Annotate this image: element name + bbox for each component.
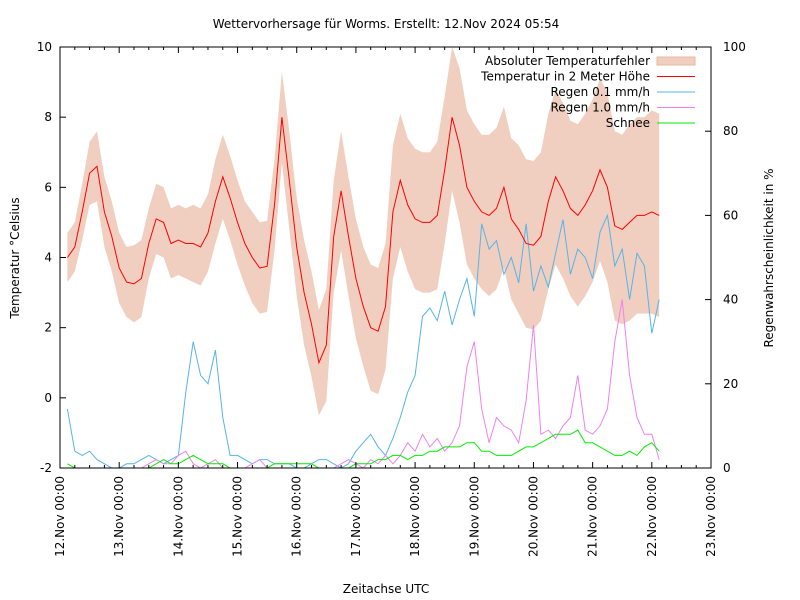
series-schnee xyxy=(67,429,660,469)
y-axis-right: 0 20 40 60 80 100 xyxy=(705,40,746,475)
x-tick-label: 19.Nov 00:00 xyxy=(467,476,481,557)
x-tick-label: 12.Nov 00:00 xyxy=(53,476,67,557)
y-tick-label: 0 xyxy=(44,391,52,405)
y-axis-left: -2 0 2 4 6 8 10 xyxy=(37,40,66,475)
y2-tick-label: 60 xyxy=(723,208,738,222)
x-tick-label: 14.Nov 00:00 xyxy=(171,476,185,557)
y-tick-label: 10 xyxy=(37,40,52,54)
x-tick-label: 13.Nov 00:00 xyxy=(112,476,126,557)
legend-item: Regen 1.0 mm/h xyxy=(550,101,695,115)
legend-label: Temperatur in 2 Meter Höhe xyxy=(480,70,650,84)
x-tick-label: 18.Nov 00:00 xyxy=(408,476,422,557)
y2-axis-label: Regenwahrscheinlichkeit in % xyxy=(762,168,776,347)
y-tick-label: 6 xyxy=(44,180,52,194)
temperature-error-band-layer xyxy=(67,47,660,416)
x-tick-label: 21.Nov 00:00 xyxy=(586,476,600,557)
series-regen-0-1-mm-h xyxy=(66,213,660,469)
y2-tick-label: 80 xyxy=(723,124,738,138)
y-tick-label: 4 xyxy=(44,251,52,265)
series-line-schnee xyxy=(67,429,660,469)
x-tick-label: 17.Nov 00:00 xyxy=(349,476,363,557)
x-tick-label: 16.Nov 00:00 xyxy=(290,476,304,557)
y-tick-label: -2 xyxy=(40,461,52,475)
y2-tick-label: 40 xyxy=(723,293,738,307)
y2-tick-label: 0 xyxy=(723,461,731,475)
legend-label: Regen 0.1 mm/h xyxy=(550,85,650,99)
legend-item: Temperatur in 2 Meter Höhe xyxy=(480,70,695,84)
y-tick-label: 2 xyxy=(44,321,52,335)
chart-title: Wettervorhersage für Worms. Erstellt: 12… xyxy=(213,17,560,31)
series-temperatur-in-2-meter-h-he xyxy=(66,117,660,365)
legend-item: Regen 0.1 mm/h xyxy=(550,85,695,99)
y2-tick-label: 20 xyxy=(723,377,738,391)
temperature-error-band xyxy=(67,47,660,416)
x-tick-label: 15.Nov 00:00 xyxy=(231,476,245,557)
legend-label: Absoluter Temperaturfehler xyxy=(485,54,650,68)
x-axis: 12.Nov 00:00 13.Nov 00:00 14.Nov 00:00 15.N… xyxy=(53,47,718,557)
legend-item: Schnee xyxy=(606,116,695,130)
y2-tick-label: 100 xyxy=(723,40,746,54)
legend-label: Schnee xyxy=(606,116,650,130)
series-line-regen-0-1-mm-h xyxy=(66,213,660,469)
x-tick-label: 20.Nov 00:00 xyxy=(526,476,540,557)
legend-item: Absoluter Temperaturfehler xyxy=(485,54,696,68)
x-axis-label: Zeitachse UTC xyxy=(343,582,429,596)
series-line-temperatur-in-2-meter-h-he xyxy=(66,117,660,365)
legend-label: Regen 1.0 mm/h xyxy=(550,101,650,115)
legend: Absoluter Temperaturfehler Temperatur in … xyxy=(480,54,696,130)
legend-swatch xyxy=(656,56,696,66)
x-tick-label: 23.Nov 00:00 xyxy=(704,476,718,557)
y-axis-label: Temperatur °Celsius xyxy=(8,197,22,319)
x-tick-label: 22.Nov 00:00 xyxy=(645,476,659,557)
y-tick-label: 8 xyxy=(44,110,52,124)
